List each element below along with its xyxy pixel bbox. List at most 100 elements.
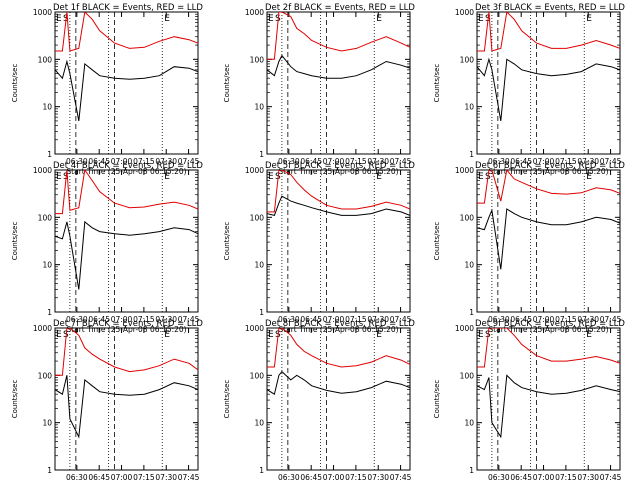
chart-panel-9: Det 9f BLACK = Events, RED = LLD Counts/s… [433, 319, 625, 480]
plot-frame [476, 327, 621, 471]
series-group [477, 12, 620, 121]
chart-title: Det 9f BLACK = Events, RED = LLD [475, 319, 625, 329]
plot-frame [266, 11, 411, 155]
x-tick-label: 06:45 [300, 473, 322, 480]
y-tick-label: 10 [42, 419, 52, 428]
annotation-label: E [478, 330, 484, 340]
annotation-label: E [164, 14, 170, 24]
y-tick-label: 10 [254, 419, 264, 428]
x-tick-label: 07:15 [133, 157, 155, 166]
annotation-label: E [376, 172, 382, 182]
plot-frame [54, 169, 199, 313]
x-tick-label: 06:30 [278, 157, 300, 166]
x-tick-label: 07:45 [600, 157, 622, 166]
series-group [55, 12, 198, 121]
x-tick-label: 07:45 [600, 315, 622, 324]
chart-title: Det 5f BLACK = Events, RED = LLD [265, 161, 415, 171]
plot-frame [266, 327, 411, 471]
x-tick-label: 07:30 [367, 315, 389, 324]
series-line-lld [477, 170, 620, 204]
series-line-events [55, 59, 198, 121]
x-axis-label: Start Time (25-Apr-08 06:15:20) [278, 167, 398, 176]
chart-panel-3: Det 3f BLACK = Events, RED = LLD Counts/s… [433, 3, 625, 176]
series-group [55, 170, 198, 290]
y-tick-label: 1 [259, 308, 264, 317]
x-tick-label: 07:15 [345, 315, 367, 324]
x-tick-label: 07:00 [533, 473, 555, 480]
x-tick-label: 07:45 [390, 473, 412, 480]
x-tick-label: 06:30 [278, 315, 300, 324]
y-axis-label: Counts/sec [433, 64, 441, 103]
series-line-events [477, 208, 620, 270]
y-tick-label: 100 [250, 55, 265, 64]
chart-title: Det 8f BLACK = Events, RED = LLD [265, 319, 415, 329]
chart-panel-4: Det 4f BLACK = Events, RED = LLD Counts/s… [11, 161, 203, 334]
series-line-lld [55, 170, 198, 215]
y-tick-label: 1000 [33, 166, 52, 175]
annotation-label: E [56, 330, 62, 340]
x-tick-label: 07:00 [533, 157, 555, 166]
y-tick-label: 100 [460, 371, 475, 380]
plot-frame [54, 11, 199, 155]
x-axis-label: Start Time (25-Apr-08 06:15:20) [66, 325, 186, 334]
x-tick-label: 07:30 [577, 157, 599, 166]
x-tick-label: 06:30 [278, 473, 300, 480]
y-tick-label: 1000 [33, 8, 52, 17]
series-group [267, 170, 410, 216]
x-tick-label: 06:30 [66, 473, 88, 480]
x-tick-label: 06:30 [66, 315, 88, 324]
chart-panel-1: Det 1f BLACK = Events, RED = LLD Counts/s… [11, 3, 203, 176]
x-tick-label: 07:45 [178, 473, 200, 480]
y-tick-label: 100 [38, 371, 53, 380]
x-tick-label: 07:30 [577, 473, 599, 480]
y-tick-label: 1000 [455, 324, 474, 333]
series-line-lld [267, 12, 410, 60]
x-tick-label: 07:00 [323, 473, 345, 480]
annotation-label: E [586, 330, 592, 340]
y-tick-label: 1 [469, 308, 474, 317]
chart-title: Det 2f BLACK = Events, RED = LLD [265, 3, 415, 13]
y-tick-label: 100 [460, 55, 475, 64]
y-tick-label: 1 [259, 466, 264, 475]
chart-title: Det 4f BLACK = Events, RED = LLD [53, 161, 203, 171]
y-tick-label: 100 [250, 213, 265, 222]
y-tick-label: 10 [42, 261, 52, 270]
y-tick-label: 1000 [245, 166, 264, 175]
x-tick-label: 07:15 [555, 473, 577, 480]
y-axis-label: Counts/sec [223, 380, 231, 419]
series-line-events [477, 57, 620, 121]
y-tick-label: 100 [38, 55, 53, 64]
y-tick-label: 10 [464, 419, 474, 428]
x-tick-label: 07:45 [390, 157, 412, 166]
plot-frame [54, 327, 199, 471]
series-line-lld [55, 328, 198, 376]
annotation-label: E [268, 14, 274, 24]
y-axis-label: Counts/sec [433, 222, 441, 261]
x-tick-label: 06:30 [488, 157, 510, 166]
x-tick-label: 06:45 [88, 315, 110, 324]
y-tick-label: 1000 [245, 8, 264, 17]
annotation-label: E [268, 172, 274, 182]
x-tick-label: 06:45 [88, 473, 110, 480]
y-axis-label: Counts/sec [11, 64, 19, 103]
x-axis-label: Start Time (25-Apr-08 06:15:20) [488, 325, 608, 334]
series-line-lld [267, 328, 410, 368]
y-axis-label: Counts/sec [433, 380, 441, 419]
y-tick-label: 10 [42, 103, 52, 112]
series-line-events [55, 375, 198, 439]
series-line-events [267, 370, 410, 395]
x-tick-label: 06:45 [300, 315, 322, 324]
series-line-lld [477, 12, 620, 52]
series-group [267, 12, 410, 79]
y-tick-label: 1 [469, 466, 474, 475]
x-axis-label: Start Time (25-Apr-08 06:15:20) [278, 325, 398, 334]
x-tick-label: 07:00 [111, 473, 133, 480]
series-line-events [55, 220, 198, 290]
annotation-label: E [164, 172, 170, 182]
series-group [477, 170, 620, 270]
y-tick-label: 100 [250, 371, 265, 380]
x-tick-label: 07:15 [345, 473, 367, 480]
y-tick-label: 1 [469, 150, 474, 159]
chart-title: Det 3f BLACK = Events, RED = LLD [475, 3, 625, 13]
